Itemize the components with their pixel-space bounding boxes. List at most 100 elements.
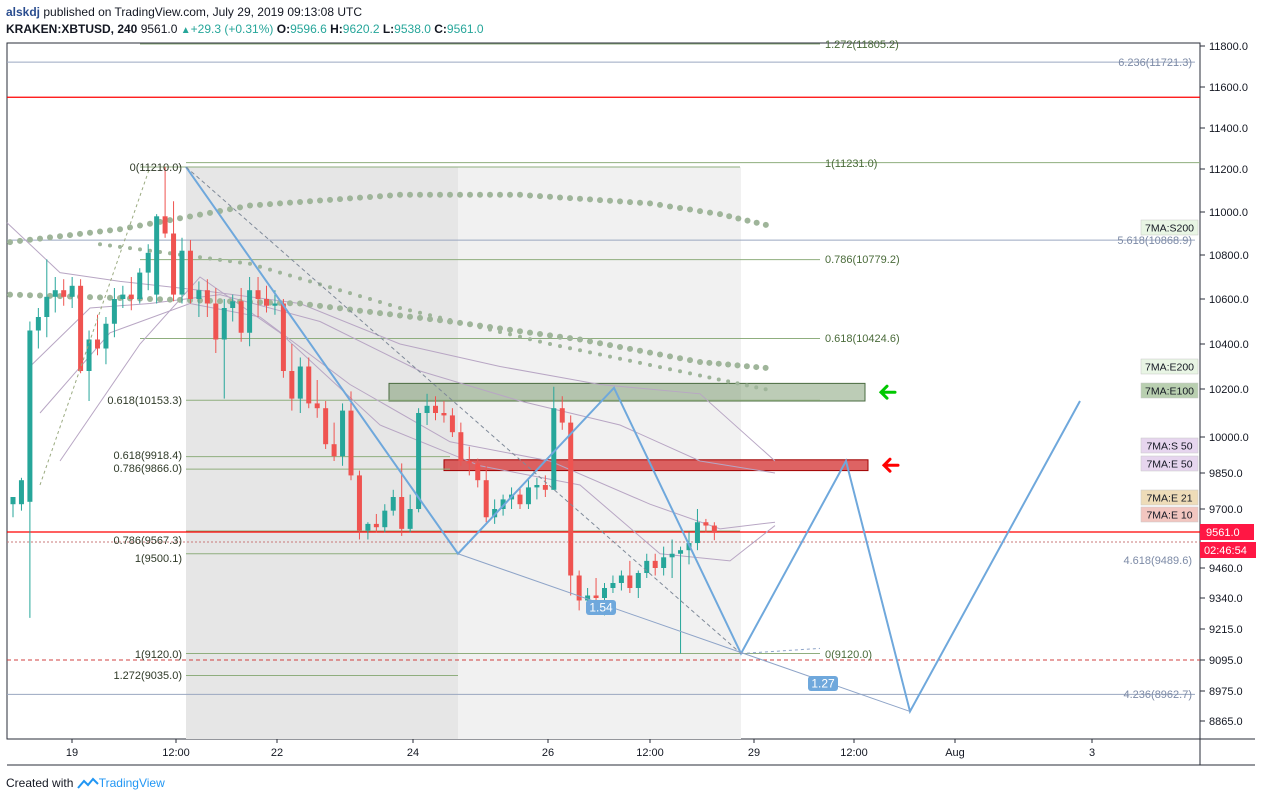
ma-dot: [377, 310, 383, 317]
ma-dot: [597, 340, 603, 347]
ma-dot: [297, 198, 303, 205]
ma-dot: [617, 344, 623, 350]
candle-body: [517, 494, 523, 505]
ma-dot: [637, 199, 643, 206]
ma-dot: [715, 360, 722, 367]
ma-dot: [457, 191, 463, 198]
candle-body: [458, 432, 464, 461]
resistance-zone-red: [443, 459, 869, 472]
ma-dot: [478, 325, 482, 330]
ma-dot: [587, 196, 593, 203]
time-tick-label: 3: [1089, 747, 1095, 759]
ma-label-text: 7MA:S 50: [1146, 441, 1192, 453]
candle-body: [145, 252, 151, 273]
price-tick-label: 10200.0: [1209, 384, 1249, 396]
fib-label: 0(9120.0): [825, 649, 872, 661]
fib-label: 0.618(9918.4): [114, 450, 183, 462]
time-tick-label: 12:00: [162, 747, 190, 759]
candle-body: [703, 522, 709, 526]
candle-body: [230, 301, 236, 308]
price-tick-label: 11400.0: [1209, 123, 1248, 135]
candle-body: [35, 317, 41, 331]
up-arrow-icon: ▲: [180, 25, 191, 36]
candle-body: [289, 371, 295, 399]
ma-dot: [397, 191, 403, 198]
ma-dot: [348, 291, 352, 296]
ma-dot: [527, 192, 533, 199]
ma-dot: [237, 204, 243, 211]
candle-body: [492, 509, 498, 518]
ma-dot: [117, 226, 123, 233]
zone-arrow-icon: [881, 457, 900, 473]
ma-dot: [67, 232, 73, 239]
candle-body: [61, 290, 67, 297]
ma-dot: [608, 354, 612, 359]
candle-body: [542, 485, 548, 490]
author-name[interactable]: alskdj: [6, 5, 41, 19]
fib-label: 0.786(9866.0): [114, 463, 183, 475]
price-tick-label: 10400.0: [1209, 339, 1249, 351]
fib-label: 0.786(10779.2): [825, 254, 900, 266]
candle-body: [669, 553, 675, 558]
high-label: H:: [330, 22, 343, 36]
ma-dot: [762, 221, 769, 228]
ma-label-text: 7MA:E 21: [1146, 493, 1192, 505]
ma-dot: [437, 191, 443, 198]
candle-body: [348, 410, 354, 476]
price-tick-label: 9700.0: [1209, 504, 1243, 516]
ma-dot: [647, 200, 653, 207]
ma-dot: [317, 302, 323, 309]
candle-body: [204, 290, 210, 304]
ma-dot: [657, 351, 663, 358]
ma-dot: [734, 362, 741, 369]
ma-dot: [347, 306, 353, 313]
fib-label: 0(11210.0): [130, 162, 182, 174]
tradingview-link[interactable]: TradingView: [98, 776, 165, 790]
ma-dot: [537, 193, 543, 200]
candle-body: [416, 413, 422, 509]
candle-body: [264, 299, 269, 306]
symbol-label[interactable]: KRAKEN:XBTUSD, 240: [6, 22, 138, 36]
price-chart[interactable]: 11800.0 11600.0 11400.0 11200.0 11000.0 10800…: [0, 0, 1263, 770]
ma-dot: [717, 211, 723, 218]
time-tick-label: 19: [66, 747, 78, 759]
ma-dot: [743, 363, 750, 370]
ma-dot: [467, 191, 473, 198]
ma-dot: [668, 367, 672, 372]
ma-dot: [387, 192, 393, 199]
candle-body: [483, 480, 489, 518]
ma-dot: [754, 385, 759, 390]
ma-dot: [468, 322, 472, 327]
candle-body: [382, 510, 388, 528]
time-tick-label: 24: [407, 747, 419, 759]
extension-label: 4.236(8962.7): [1124, 689, 1193, 701]
close-value: 9561.0: [446, 22, 484, 36]
fib-label: 0.618(10153.3): [107, 395, 182, 407]
candle-body: [466, 461, 472, 464]
ma-dot: [607, 342, 613, 349]
tradingview-logo-icon: [76, 777, 99, 789]
ma-dot: [418, 310, 422, 315]
ma-dot: [557, 333, 563, 340]
ma-dot: [157, 296, 163, 303]
candle-body: [187, 250, 193, 299]
ma-dot: [744, 383, 749, 388]
ma-dot: [377, 193, 383, 200]
ratio-badge-label: 1.27: [811, 677, 835, 691]
ma-label-box: [1140, 489, 1199, 506]
candle-body: [534, 485, 540, 488]
price-change: +29.3 (+0.31%): [190, 22, 274, 36]
ohlc-legend: KRAKEN:XBTUSD, 240 9561.0 ▲+29.3 (+0.31%…: [6, 22, 484, 36]
time-tick-label: 12:00: [840, 747, 868, 759]
ma-dot: [338, 288, 342, 293]
candle-body: [120, 294, 126, 299]
ma-dot: [744, 217, 751, 224]
ma-label-text: 7MA:E100: [1145, 386, 1194, 398]
ma-label-box: [1140, 382, 1199, 399]
candle-body: [238, 301, 244, 333]
candle-body: [95, 339, 100, 349]
ma-dot: [207, 209, 213, 216]
ma-dot: [488, 327, 492, 332]
ma-dot: [417, 191, 423, 198]
published-line: alskdj published on TradingView.com, Jul…: [6, 5, 362, 19]
